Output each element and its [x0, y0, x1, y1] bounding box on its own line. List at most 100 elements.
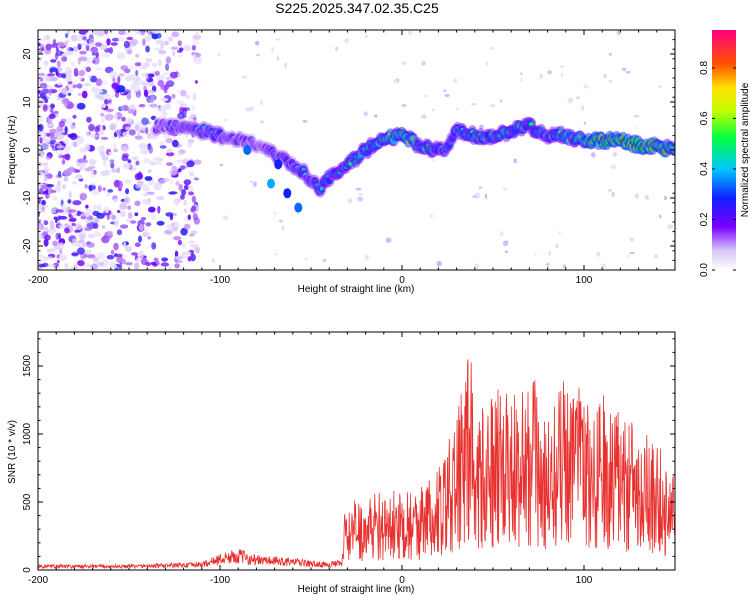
noise-blob — [59, 254, 68, 261]
noise-blob — [364, 254, 369, 261]
snr-plot-area — [38, 359, 675, 570]
colorbar-gradient — [712, 30, 736, 270]
noise-blob — [122, 131, 130, 138]
noise-blob — [252, 181, 257, 187]
noise-blob — [103, 30, 109, 35]
noise-blob — [111, 214, 117, 221]
noise-blob — [148, 169, 152, 173]
noise-blob — [190, 230, 198, 235]
noise-blob — [183, 199, 187, 206]
noise-blob — [50, 43, 59, 48]
noise-blob — [117, 209, 121, 214]
noise-blob — [130, 220, 137, 224]
noise-blob — [64, 262, 69, 270]
noise-blob — [100, 112, 105, 117]
noise-blob — [118, 73, 125, 77]
noise-blob — [96, 252, 106, 260]
noise-blob — [172, 221, 178, 229]
noise-blob — [77, 57, 82, 65]
noise-blob — [108, 151, 112, 156]
noise-blob — [57, 232, 62, 240]
noise-blob — [124, 179, 131, 184]
noise-blob — [191, 195, 197, 203]
noise-blob — [189, 244, 196, 248]
y-tick-label: 500 — [22, 493, 33, 510]
noise-blob — [156, 196, 165, 201]
noise-blob — [132, 64, 137, 72]
noise-blob — [194, 31, 199, 36]
noise-blob — [95, 67, 103, 71]
noise-blob — [124, 218, 132, 223]
noise-blob — [85, 212, 90, 218]
noise-blob — [60, 56, 68, 62]
noise-blob — [137, 253, 144, 259]
noise-blob — [250, 106, 254, 112]
noise-blob — [68, 214, 73, 219]
noise-blob — [355, 187, 362, 191]
noise-blob — [121, 254, 128, 258]
noise-blob — [183, 251, 192, 255]
noise-blob — [144, 176, 153, 181]
noise-blob — [150, 261, 157, 266]
noise-blob — [430, 214, 433, 218]
noise-blob — [608, 52, 613, 56]
noise-blob — [38, 171, 45, 177]
noise-blob — [484, 193, 488, 200]
noise-blob — [177, 239, 183, 246]
noise-blob — [275, 253, 278, 256]
noise-blob — [504, 250, 508, 254]
noise-blob — [58, 154, 64, 159]
x-tick-label: -100 — [210, 575, 230, 586]
noise-blob — [169, 169, 178, 176]
noise-blob — [50, 225, 55, 229]
noise-blob — [185, 94, 191, 100]
noise-blob — [90, 75, 97, 83]
noise-blob — [96, 204, 102, 211]
noise-blob — [259, 120, 265, 124]
noise-blob — [421, 60, 426, 66]
noise-blob — [145, 34, 154, 40]
noise-blob — [175, 180, 180, 186]
noise-blob — [79, 192, 88, 201]
x-tick-label: -100 — [210, 275, 230, 286]
noise-blob — [98, 89, 104, 93]
noise-blob — [407, 30, 413, 36]
y-tick-label: 0 — [22, 567, 33, 573]
noise-blob — [276, 56, 280, 61]
noise-blob — [151, 213, 157, 220]
noise-blob — [188, 191, 195, 196]
noise-blob — [43, 137, 51, 145]
noise-blob — [106, 254, 115, 260]
noise-blob — [344, 38, 349, 43]
side-feature — [267, 178, 275, 189]
noise-blob — [155, 161, 162, 165]
noise-blob — [77, 242, 83, 248]
noise-blob — [55, 209, 64, 213]
noise-blob — [156, 220, 165, 226]
noise-blob — [192, 34, 201, 40]
noise-blob — [304, 257, 308, 261]
spectrogram-xlabel: Height of straight line (km) — [298, 284, 415, 295]
noise-blob — [186, 160, 195, 168]
noise-blob — [38, 198, 42, 203]
noise-blob — [43, 220, 49, 226]
noise-blob — [241, 75, 248, 79]
noise-blob — [179, 194, 185, 200]
noise-blob — [222, 215, 229, 221]
y-tick-label: -20 — [22, 238, 33, 253]
noise-blob — [224, 118, 228, 122]
noise-blob — [478, 186, 483, 189]
noise-blob — [85, 44, 90, 51]
noise-blob — [101, 225, 106, 229]
noise-blob — [50, 76, 58, 82]
noise-blob — [157, 80, 165, 87]
noise-blob — [84, 208, 93, 214]
noise-blob — [92, 210, 100, 217]
noise-blob — [160, 262, 170, 267]
noise-blob — [145, 222, 152, 227]
noise-blob — [424, 94, 428, 98]
noise-blob — [183, 44, 192, 52]
noise-blob — [127, 117, 132, 123]
noise-blob — [42, 104, 48, 112]
noise-blob — [145, 127, 149, 135]
